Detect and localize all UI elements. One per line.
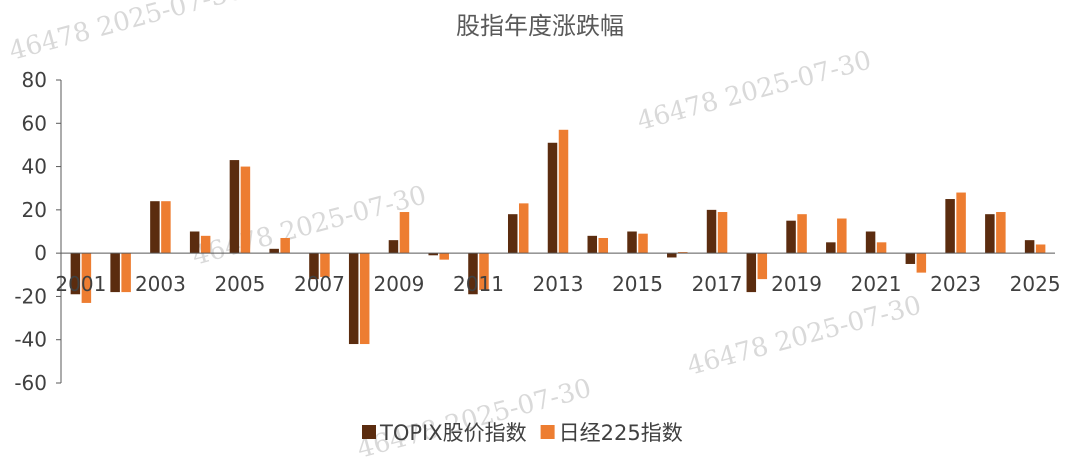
bars-group [70,129,1046,345]
y-tick-label: 60 [22,111,47,135]
bar-nikkei225-2019 [797,214,807,254]
legend: TOPIX股价指数 日经225指数 [362,421,683,445]
bar-topix-2003 [150,201,160,254]
bar-nikkei225-2017 [717,212,728,254]
y-tick-label: 40 [22,155,47,179]
bar-topix-2015 [627,231,637,254]
y-tick-label: 20 [22,198,47,222]
bar-topix-2020 [826,242,836,254]
bar-topix-2007 [309,253,319,280]
legend-swatch [362,425,376,439]
bar-nikkei225-2021 [876,242,887,254]
y-tick-label: -20 [14,284,47,308]
bar-topix-2008 [348,253,359,345]
bar-nikkei225-2018 [757,253,768,280]
x-tick-label: 2013 [533,272,584,296]
bar-nikkei225-2020 [837,218,847,254]
x-axis: 2001 2003 2005 2007 2009 2011 2013 2015 2017 2019… [55,252,1061,296]
bar-nikkei225-2001 [81,253,92,303]
bar-topix-2002 [110,253,120,293]
y-tick-label: 0 [34,241,47,265]
bar-topix-2014 [587,235,598,254]
bar-nikkei225-2008 [359,253,370,345]
x-tick-label: 2009 [374,272,425,296]
bar-topix-2017 [706,209,717,254]
watermark-text: 46478 2025-07-30 [6,0,246,67]
x-tick-label: 2007 [294,272,345,296]
bar-nikkei225-2009 [399,212,410,254]
x-tick-label: 2005 [214,272,265,296]
bar-topix-2019 [786,220,796,254]
y-tick-label: -60 [14,371,47,395]
y-tick-label: 80 [22,68,47,92]
bar-nikkei225-2023 [956,192,966,254]
legend-label: TOPIX股价指数 [379,421,527,445]
bar-topix-2006 [269,248,279,254]
bar-topix-2005 [229,160,240,254]
x-tick-label: 2003 [135,272,186,296]
watermark-text: 46478 2025-07-30 [354,373,594,458]
bar-nikkei225-2016 [678,252,688,254]
bar-topix-2018 [746,253,757,293]
x-tick-label: 2001 [55,272,106,296]
bar-topix-2012 [507,214,518,254]
bar-topix-2009 [388,240,399,254]
bar-nikkei225-2006 [280,237,290,254]
bar-nikkei225-2011 [479,253,489,290]
x-tick-label: 2017 [692,272,743,296]
x-tick-label: 2019 [771,272,822,296]
bar-topix-2004 [189,231,200,254]
bar-nikkei225-2013 [558,129,569,254]
watermark-text: 46478 2025-07-30 [684,290,924,381]
bar-nikkei225-2007 [320,253,330,277]
bar-topix-2022 [905,253,916,264]
y-tick-label: -40 [14,328,47,352]
bar-nikkei225-2010 [439,253,449,260]
bar-nikkei225-2014 [598,237,609,254]
bar-nikkei225-2003 [161,201,171,254]
x-tick-label: 2023 [930,272,981,296]
bar-topix-2023 [945,199,955,254]
bar-nikkei225-2025 [1035,244,1046,254]
bar-topix-2011 [468,253,478,295]
bar-nikkei225-2002 [121,253,131,293]
chart-title: 股指年度涨跌幅 [456,12,624,40]
legend-swatch [540,425,555,439]
bar-nikkei225-2015 [638,233,648,254]
bar-nikkei225-2012 [518,203,529,254]
legend-label: 日经225指数 [559,421,683,445]
bar-topix-2010 [428,253,438,256]
x-tick-label: 2025 [1010,272,1061,296]
watermark-text: 46478 2025-07-30 [634,45,874,136]
bar-nikkei225-2024 [996,212,1006,254]
bar-topix-2024 [985,214,995,254]
x-tick-label: 2011 [453,272,504,296]
bar-topix-2001 [70,253,81,295]
x-tick-label: 2015 [612,272,663,296]
x-tick-label: 2021 [851,272,902,296]
bar-topix-2025 [1024,240,1035,254]
bar-topix-2021 [865,231,876,254]
bar-nikkei225-2005 [240,166,251,254]
bar-topix-2013 [547,142,558,254]
y-axis: -60 -40 -20 0 20 40 60 80 [14,68,62,395]
bar-nikkei225-2004 [200,235,211,254]
bar-topix-2016 [667,253,677,258]
bar-nikkei225-2022 [916,253,927,273]
